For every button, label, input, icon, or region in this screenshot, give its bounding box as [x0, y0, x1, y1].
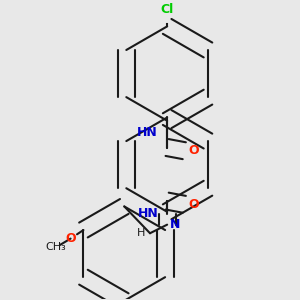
Text: O: O [189, 144, 199, 157]
Text: Cl: Cl [160, 3, 174, 16]
Text: O: O [65, 232, 76, 245]
Text: N: N [170, 218, 181, 231]
Text: HN: HN [138, 207, 159, 220]
Text: H: H [137, 228, 146, 238]
Text: O: O [189, 198, 199, 211]
Text: CH₃: CH₃ [45, 242, 66, 252]
Text: HN: HN [137, 126, 158, 139]
